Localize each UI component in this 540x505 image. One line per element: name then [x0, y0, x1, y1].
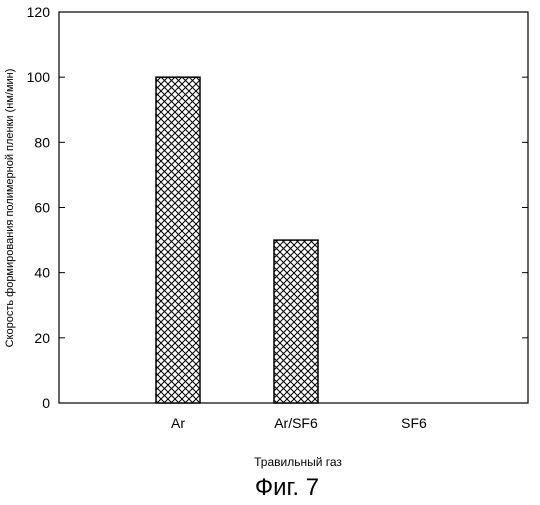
- y-tick-label: 100: [27, 69, 51, 85]
- y-tick-label: 80: [34, 134, 50, 150]
- bar-ar-sf6: [273, 239, 319, 404]
- figure-caption: Фиг. 7: [255, 474, 319, 500]
- x-tick-label: Ar/SF6: [274, 415, 318, 431]
- y-axis-ticks: 0 20 40 60 80 100 120: [27, 4, 528, 411]
- y-axis-title: Скорость формирования полимерной пленки …: [4, 69, 16, 348]
- bars: [155, 76, 319, 404]
- y-tick-label: 120: [27, 4, 51, 20]
- x-axis-title: Травильный газ: [254, 455, 342, 469]
- x-tick-label: Ar: [171, 415, 185, 431]
- x-tick-label: SF6: [401, 415, 427, 431]
- y-tick-label: 0: [42, 395, 50, 411]
- y-tick-label: 20: [34, 330, 50, 346]
- x-axis-tick-labels: Ar Ar/SF6 SF6: [171, 415, 427, 431]
- y-tick-label: 40: [34, 265, 50, 281]
- bar-ar: [155, 76, 201, 404]
- y-tick-label: 60: [34, 200, 50, 216]
